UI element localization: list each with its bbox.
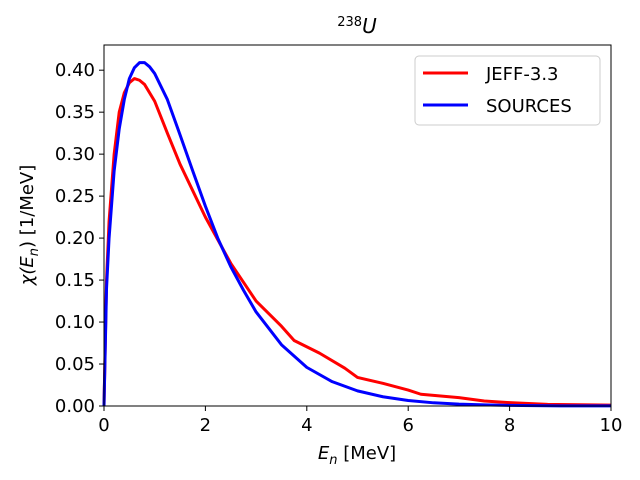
x-tick-label: 2 [200, 415, 211, 436]
x-axis-label-unit: [MeV] [337, 443, 396, 464]
x-tick-label: 4 [301, 415, 312, 436]
y-tick-label: 0.10 [55, 312, 95, 333]
title-superscript: 238 [337, 15, 362, 30]
y-tick-label: 0.30 [55, 144, 95, 165]
y-tick-label: 0.05 [55, 354, 95, 375]
x-tick-label: 0 [98, 415, 109, 436]
title-main: U [362, 14, 377, 38]
legend-label-jeff: JEFF-3.3 [485, 64, 559, 85]
x-tick-label: 6 [402, 415, 413, 436]
x-axis-label: En [MeV] [318, 443, 396, 468]
legend-label-sources: SOURCES [486, 96, 572, 117]
chart-title: 238U [337, 14, 377, 38]
series-line-sources [102, 61, 612, 408]
plot-frame [103, 44, 612, 407]
x-axis-label-symbol: E [318, 443, 330, 464]
series-layer [102, 61, 612, 408]
legend: JEFF-3.3 SOURCES [414, 55, 601, 126]
x-tick-label: 8 [504, 415, 515, 436]
y-axis-label-symbol: E [17, 256, 38, 268]
y-axis-label: χ(En) [1/MeV] [17, 165, 42, 287]
y-tick-label: 0.00 [55, 396, 95, 417]
x-axis-ticks: 0 2 4 6 8 10 [98, 406, 622, 436]
x-axis-label-subscript: n [329, 453, 337, 468]
x-tick-label: 10 [600, 415, 623, 436]
y-axis-ticks: 0.00 0.05 0.10 0.15 0.20 0.25 0.30 0.35 0.40 [55, 60, 104, 417]
y-axis-label-subscript: n [27, 248, 42, 256]
y-tick-label: 0.35 [55, 102, 95, 123]
y-axis-label-chi: χ( [17, 267, 38, 287]
y-tick-label: 0.15 [55, 270, 95, 291]
y-tick-label: 0.25 [55, 186, 95, 207]
y-axis-label-rest: ) [1/MeV] [17, 165, 38, 248]
y-tick-label: 0.20 [55, 228, 95, 249]
y-tick-label: 0.40 [55, 60, 95, 81]
